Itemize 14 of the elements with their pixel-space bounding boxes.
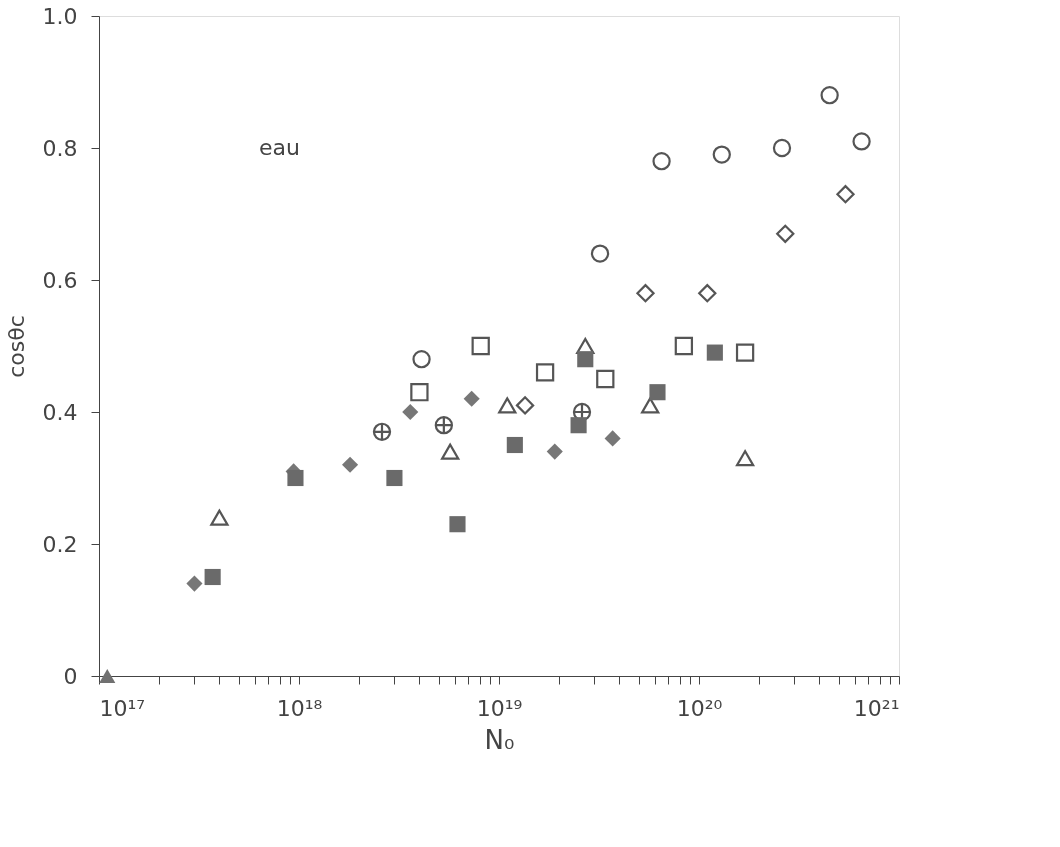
y-tick-label: 0.6 xyxy=(42,267,78,293)
x-tick-label: 10¹⁸ xyxy=(276,695,323,721)
x-axis-title: N₀ xyxy=(484,724,515,755)
x-tick-label: 10¹⁷ xyxy=(99,695,146,721)
y-axis-title: cosθc xyxy=(3,315,29,378)
annotation: eau xyxy=(259,135,300,160)
y-tick-label: 0.2 xyxy=(42,531,78,557)
x-tick-label: 10²⁰ xyxy=(676,695,723,721)
y-tick-label: 0 xyxy=(63,663,78,689)
y-tick-label: 0.8 xyxy=(42,135,78,161)
y-tick-label: 1.0 xyxy=(42,3,78,29)
y-tick-label: 0.4 xyxy=(42,399,78,425)
x-tick-label: 10¹⁹ xyxy=(476,695,523,721)
x-tick-label: 10²¹ xyxy=(853,695,900,721)
